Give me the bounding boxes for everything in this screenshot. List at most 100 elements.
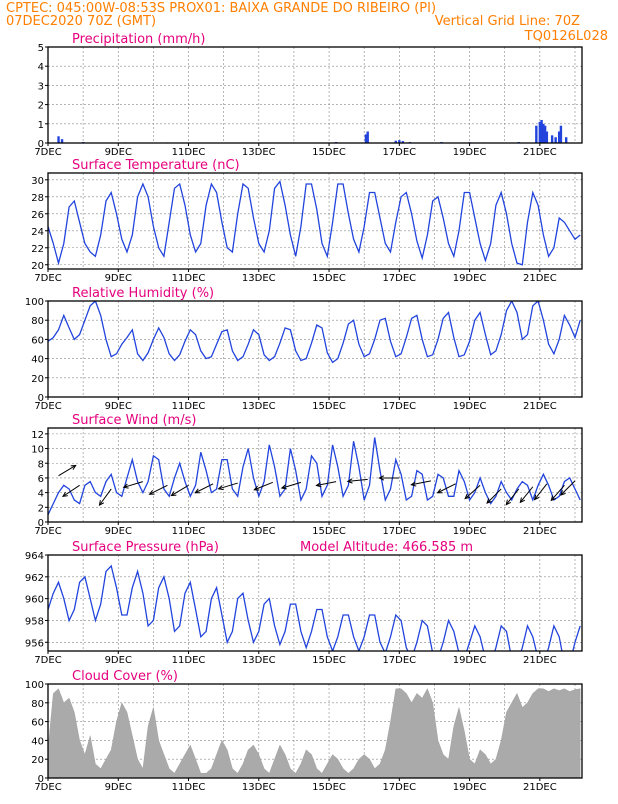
precipitation-xtick-label: 21DEC (523, 147, 557, 158)
wind-ytick-label: 8 (38, 459, 44, 470)
precipitation-bar (538, 121, 542, 143)
wind-ytick-label: 10 (31, 445, 44, 456)
humidity-ytick-label: 0 (38, 393, 44, 404)
precipitation-title: Precipitation (mm/h) (72, 32, 205, 47)
pressure-panel: 956 958 960 962 964 7DEC 9DEC 11DEC 13DEC 15DEC 17… (25, 540, 583, 666)
humidity-ytick-label: 40 (31, 355, 44, 366)
pressure-plot (48, 564, 581, 651)
humidity-panel: 0 20 40 60 80 100 7DEC 9DEC 11DEC 13DEC 15DEC 17DEC… (25, 286, 583, 412)
humidity-xtick-label: 15DEC (312, 401, 346, 412)
wind-ytick-label: 6 (38, 474, 44, 485)
cloud-ytick-label: 40 (31, 736, 44, 747)
wind-ytick-label: 12 (31, 430, 44, 441)
wind-xtick-label: 7DEC (34, 526, 61, 537)
cloud-xtick-label: 13DEC (242, 782, 276, 793)
temperature-panel: 20 22 24 26 28 30 7DEC 9DEC 11DEC 13DEC 15DEC 17DEC… (31, 158, 583, 284)
wind-vector (347, 478, 368, 482)
pressure-ytick-label: 964 (25, 551, 44, 562)
temperature-xtick-label: 9DEC (105, 273, 132, 284)
cloud-ytick-label: 60 (31, 718, 44, 729)
wind-xtick-label: 21DEC (523, 526, 557, 537)
wind-title: Surface Wind (m/s) (72, 413, 196, 428)
pressure-line (48, 564, 581, 651)
precipitation-bar (545, 131, 549, 143)
wind-vector (486, 488, 502, 504)
cloud-ytick-label: 0 (38, 774, 44, 785)
cloud-title: Cloud Cover (%) (72, 669, 178, 684)
wind-xtick-label: 17DEC (382, 526, 416, 537)
wind-vector (316, 481, 337, 487)
wind-vector (281, 481, 302, 489)
wind-frame (47, 427, 583, 523)
wind-vector-head (378, 475, 385, 481)
wind-vector-head (70, 464, 77, 470)
wind-vector-head (62, 491, 68, 498)
cloud-frame (47, 683, 583, 779)
pressure-ytick-label: 958 (25, 616, 44, 627)
header: CPTEC: 045:00W-08:53S PROX01: BAIXA GRAN… (6, 1, 608, 44)
precipitation-bar (540, 119, 543, 143)
precipitation-bar (542, 123, 545, 143)
wind-ytick-label: 0 (38, 518, 44, 529)
temperature-ytick-label: 20 (31, 261, 44, 272)
precipitation-bar (554, 137, 557, 143)
precipitation-bar (559, 125, 563, 143)
header-run-time: 07DEC2020 70Z (GMT) (6, 14, 156, 29)
wind-vector (149, 484, 168, 495)
wind-plot (48, 437, 581, 515)
wind-vector (171, 484, 189, 496)
wind-vector (411, 480, 432, 486)
pressure-xtick-label: 19DEC (453, 655, 487, 666)
humidity-xtick-label: 17DEC (382, 401, 416, 412)
header-model: TQ0126L028 (524, 29, 608, 44)
wind-vector-head (98, 500, 105, 507)
wind-vector-head (315, 482, 322, 488)
humidity-xtick-label: 19DEC (453, 401, 487, 412)
precipitation-bar (57, 136, 60, 143)
pressure-ytick-label: 962 (25, 573, 44, 584)
header-line1: CPTEC: 045:00W-08:53S PROX01: BAIXA GRAN… (6, 1, 436, 16)
humidity-ytick-label: 20 (31, 374, 44, 385)
precipitation-ytick-label: 1 (38, 120, 44, 131)
temperature-ytick-label: 30 (31, 176, 44, 187)
temperature-plot (48, 180, 581, 266)
precipitation-bar (550, 135, 554, 143)
pressure-frame (47, 554, 583, 652)
wind-vector (534, 483, 548, 500)
humidity-title: Relative Humidity (%) (72, 286, 214, 301)
wind-vector (254, 481, 274, 491)
pressure-xtick-label: 7DEC (34, 655, 61, 666)
humidity-xtick-label: 13DEC (242, 401, 276, 412)
humidity-xtick-label: 21DEC (523, 401, 557, 412)
humidity-ytick-label: 100 (25, 297, 44, 308)
temperature-ytick-label: 26 (31, 210, 44, 221)
humidity-plot (48, 301, 581, 364)
precipitation-ytick-label: 3 (38, 81, 44, 92)
temperature-xtick-label: 13DEC (242, 273, 276, 284)
pressure-ytick-label: 956 (25, 638, 44, 649)
temperature-xtick-label: 15DEC (312, 273, 346, 284)
cloud-xtick-label: 9DEC (105, 782, 132, 793)
cloud-plot (48, 688, 581, 778)
temperature-ytick-label: 22 (31, 244, 44, 255)
temperature-frame (47, 172, 583, 270)
temperature-ytick-label: 28 (31, 193, 44, 204)
precipitation-panel: 0 1 2 3 4 5 7DEC 9DEC 11DEC 13DEC 15DEC 17DEC 19DEC 2… (34, 32, 583, 158)
cloud-ytick-label: 80 (31, 699, 44, 710)
humidity-xtick-label: 7DEC (34, 401, 61, 412)
humidity-line (48, 301, 581, 364)
wind-vector-head (217, 485, 224, 491)
wind-vector-head (122, 483, 129, 489)
cloud-area (48, 688, 581, 778)
pressure-xtick-label: 13DEC (242, 655, 276, 666)
pressure-xtick-label: 15DEC (312, 655, 346, 666)
humidity-xtick-label: 11DEC (172, 401, 206, 412)
pressure-title: Surface Pressure (hPa) (72, 540, 219, 555)
temperature-xtick-label: 7DEC (34, 273, 61, 284)
precipitation-ytick-label: 0 (38, 139, 44, 150)
precipitation-ytick-label: 4 (38, 62, 44, 73)
wind-vector-head (253, 485, 260, 491)
wind-xtick-label: 13DEC (242, 526, 276, 537)
humidity-ytick-label: 60 (31, 335, 44, 346)
cloud-panel: 0 20 40 60 80 100 7DEC 9DEC 11DEC 13DEC 15DEC 17DEC… (25, 669, 583, 793)
